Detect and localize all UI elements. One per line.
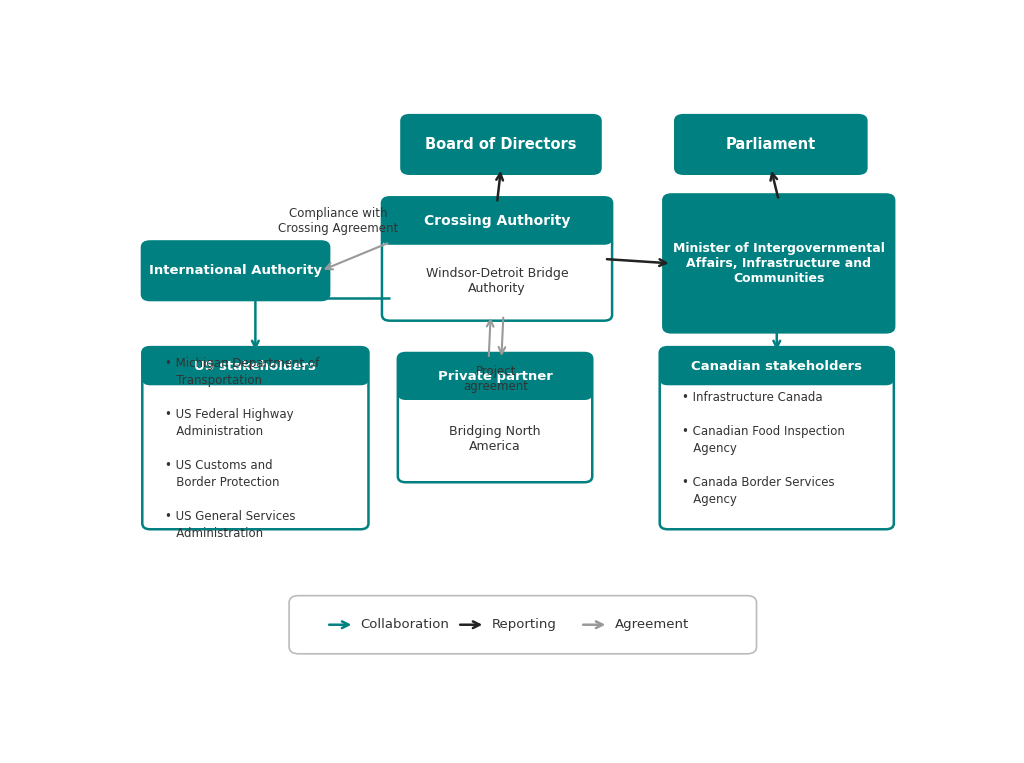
Text: Parliament: Parliament xyxy=(726,137,816,152)
Text: Board of Directors: Board of Directors xyxy=(425,137,577,152)
FancyBboxPatch shape xyxy=(382,185,612,245)
Text: Windsor-Detroit Bridge
Authority: Windsor-Detroit Bridge Authority xyxy=(426,266,568,295)
FancyBboxPatch shape xyxy=(674,114,867,175)
FancyBboxPatch shape xyxy=(140,240,331,301)
FancyBboxPatch shape xyxy=(659,347,894,530)
Text: US stakeholders: US stakeholders xyxy=(195,359,316,372)
FancyBboxPatch shape xyxy=(142,347,369,530)
Text: Project
agreement: Project agreement xyxy=(464,365,528,394)
FancyBboxPatch shape xyxy=(663,193,895,333)
FancyBboxPatch shape xyxy=(397,353,592,482)
Text: Collaboration: Collaboration xyxy=(360,618,450,631)
Text: Minister of Intergovernmental
Affairs, Infrastructure and
Communities: Minister of Intergovernmental Affairs, I… xyxy=(673,242,885,285)
Text: Compliance with
Crossing Agreement: Compliance with Crossing Agreement xyxy=(279,207,398,235)
Text: • Infrastructure Canada

• Canadian Food Inspection
   Agency

• Canada Border S: • Infrastructure Canada • Canadian Food … xyxy=(682,391,845,506)
FancyBboxPatch shape xyxy=(142,336,369,385)
Text: Canadian stakeholders: Canadian stakeholders xyxy=(691,359,862,372)
Text: Agreement: Agreement xyxy=(614,618,689,631)
FancyBboxPatch shape xyxy=(382,198,612,320)
FancyBboxPatch shape xyxy=(659,336,894,385)
Text: Bridging North
America: Bridging North America xyxy=(450,425,541,453)
Text: International Authority: International Authority xyxy=(150,264,322,277)
Text: Private partner: Private partner xyxy=(437,370,553,383)
Text: Crossing Authority: Crossing Authority xyxy=(424,214,570,228)
Text: • Michigan Department of
   Transportation

• US Federal Highway
   Administrati: • Michigan Department of Transportation … xyxy=(165,357,318,540)
FancyBboxPatch shape xyxy=(400,114,602,175)
FancyBboxPatch shape xyxy=(289,596,757,654)
Text: Reporting: Reporting xyxy=(492,618,556,631)
FancyBboxPatch shape xyxy=(397,341,592,400)
